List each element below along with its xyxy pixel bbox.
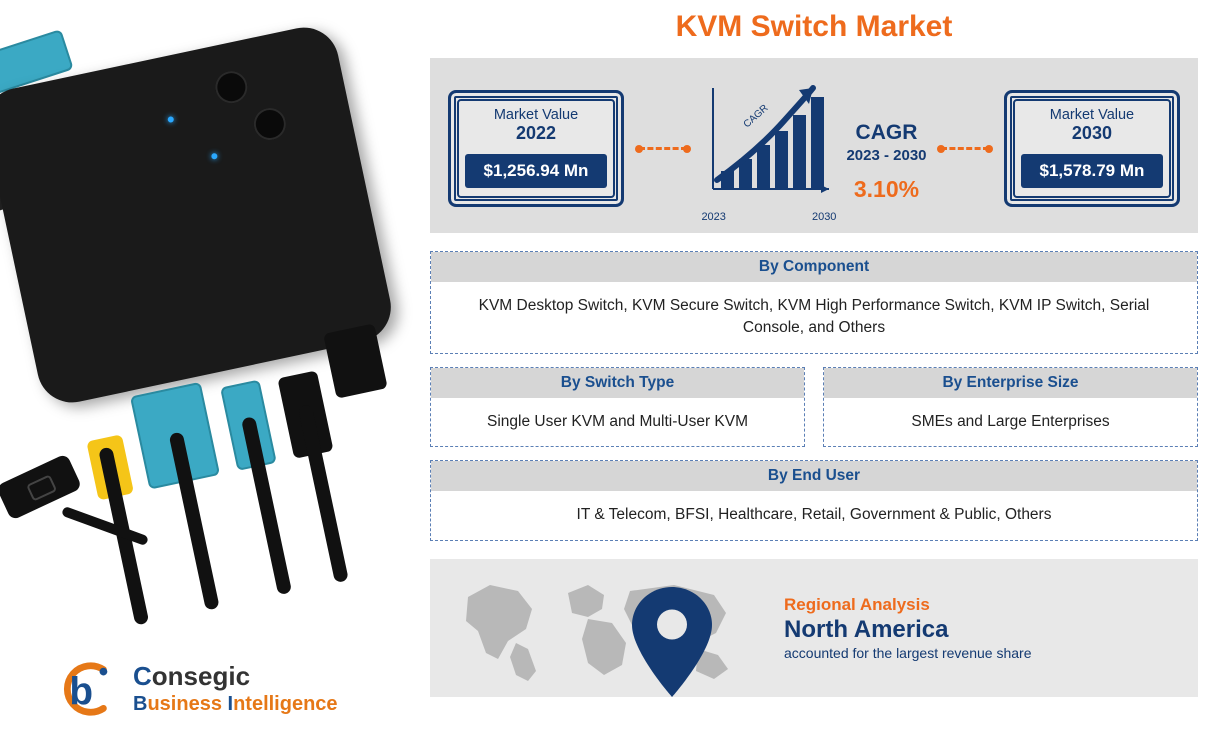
segment-component-body: KVM Desktop Switch, KVM Secure Switch, K… — [431, 282, 1197, 353]
regional-panel: Regional Analysis North America accounte… — [430, 559, 1198, 697]
connector-dots-right — [941, 147, 989, 150]
segment-switch-type-title: By Switch Type — [431, 368, 804, 398]
led-indicator-2 — [211, 153, 218, 160]
value-card-2030: Market Value 2030 $1,578.79 Mn — [1004, 90, 1180, 207]
cagr-range: 2023 - 2030 — [846, 147, 926, 164]
vc-amount-2030: $1,578.79 Mn — [1021, 154, 1163, 188]
svg-text:CAGR: CAGR — [742, 103, 771, 131]
vc-amount-2022: $1,256.94 Mn — [465, 154, 607, 188]
value-card-2022: Market Value 2022 $1,256.94 Mn — [448, 90, 624, 207]
world-map-icon — [450, 573, 750, 683]
chart-year-end: 2030 — [812, 211, 836, 223]
logo-line-1: Consegic — [133, 661, 338, 692]
vc-year-2022: 2022 — [461, 123, 611, 144]
segment-switch-type: By Switch Type Single User KVM and Multi… — [430, 367, 805, 447]
logo-icon: b — [55, 658, 117, 720]
device-button-2 — [251, 105, 289, 143]
segments-area: By Component KVM Desktop Switch, KVM Sec… — [430, 251, 1198, 541]
infographic-root: b Consegic Business Intelligence KVM Swi… — [0, 0, 1216, 741]
led-indicator-1 — [167, 116, 174, 123]
dongle-wire — [61, 506, 149, 546]
vc-year-2030: 2030 — [1017, 123, 1167, 144]
left-column: b Consegic Business Intelligence — [0, 0, 430, 741]
cagr-chart-block: CAGR 2023 2030 CAGR 2023 - 2030 3.10% — [701, 74, 926, 223]
vc-label-2030: Market Value — [1017, 107, 1167, 123]
segment-end-user-body: IT & Telecom, BFSI, Healthcare, Retail, … — [431, 491, 1197, 539]
map-pin-icon — [522, 587, 822, 697]
logo-area: b Consegic Business Intelligence — [0, 636, 430, 741]
segment-enterprise-size-title: By Enterprise Size — [824, 368, 1197, 398]
growth-chart: CAGR 2023 2030 — [701, 74, 836, 223]
growth-chart-icon: CAGR — [701, 74, 836, 204]
page-title: KVM Switch Market — [430, 0, 1198, 58]
svg-text:b: b — [69, 670, 93, 713]
segment-enterprise-size: By Enterprise Size SMEs and Large Enterp… — [823, 367, 1198, 447]
segment-enterprise-size-body: SMEs and Large Enterprises — [824, 398, 1197, 446]
segment-end-user-title: By End User — [431, 461, 1197, 491]
connector-dots-left — [639, 147, 687, 150]
logo-line-2: Business Intelligence — [133, 692, 338, 716]
vc-label-2022: Market Value — [461, 107, 611, 123]
plug-black-angle — [323, 323, 388, 398]
device-button-1 — [212, 68, 250, 106]
segment-component-title: By Component — [431, 252, 1197, 282]
metrics-panel: Market Value 2022 $1,256.94 Mn CAGR — [430, 58, 1198, 233]
cagr-text-block: CAGR 2023 - 2030 3.10% — [846, 121, 926, 223]
segment-component: By Component KVM Desktop Switch, KVM Sec… — [430, 251, 1198, 354]
product-image-area — [0, 0, 430, 636]
cagr-value: 3.10% — [846, 176, 926, 203]
segment-switch-type-body: Single User KVM and Multi-User KVM — [431, 398, 804, 446]
chart-year-start: 2023 — [701, 211, 725, 223]
right-column: KVM Switch Market Market Value 2022 $1,2… — [430, 0, 1216, 741]
cagr-label: CAGR — [846, 121, 926, 145]
segment-end-user: By End User IT & Telecom, BFSI, Healthca… — [430, 460, 1198, 540]
logo-text: Consegic Business Intelligence — [133, 661, 338, 716]
